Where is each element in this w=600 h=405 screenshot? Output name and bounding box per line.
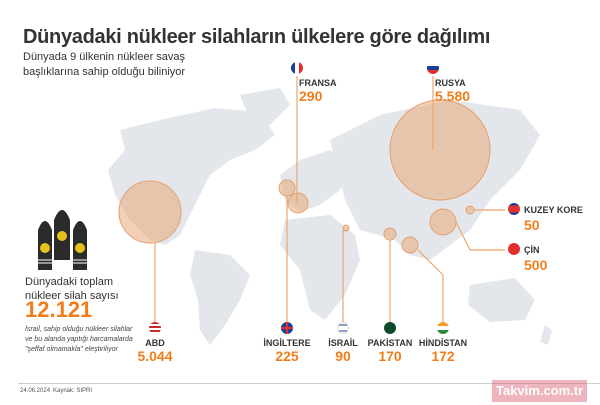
country-name: HİNDİSTAN [418, 338, 468, 348]
country-name: RUSYA [435, 78, 466, 88]
india-flag-icon [437, 322, 449, 334]
australia [468, 278, 535, 322]
bubble-russia [389, 99, 491, 201]
bubble-pakistan [383, 227, 397, 241]
page-title: Dünyadaki nükleer silahların ülkelere gö… [23, 26, 491, 48]
new-zealand [540, 325, 552, 345]
line-india-bend [417, 249, 444, 276]
south-america [190, 250, 250, 345]
footer-divider [18, 383, 600, 384]
usa-flag-icon [149, 322, 161, 334]
line-china [455, 221, 505, 251]
callout-france: FRANSA 290 [291, 62, 361, 104]
callout-uk: İNGİLTERE 225 [252, 322, 322, 364]
callout-usa: ABD 5.044 [120, 322, 190, 364]
bubble-north-korea [465, 205, 475, 215]
callout-china: ÇİN 500 [508, 243, 578, 273]
country-value: 5.044 [137, 348, 173, 364]
bubble-france [287, 192, 309, 214]
callout-russia: RUSYA 5.580 [427, 62, 497, 104]
country-name: PAKİSTAN [367, 338, 413, 348]
bubble-israel [342, 224, 350, 232]
bubble-uk [278, 179, 296, 197]
bubble-usa [118, 180, 182, 244]
country-value: 170 [378, 348, 402, 364]
footer-source: Kaynak: SIPRI [53, 388, 93, 394]
footer-date: 24.06.2024 [20, 388, 51, 394]
russia-flag-icon [427, 62, 439, 74]
callout-north-korea: KUZEY KORE 50 [508, 203, 588, 233]
country-value: 5.580 [435, 88, 471, 104]
callout-pakistan: PAKİSTAN 170 [355, 322, 425, 364]
country-value: 500 [524, 257, 548, 273]
north-korea-flag-icon [508, 203, 520, 215]
africa [280, 215, 360, 320]
country-value: 50 [524, 217, 540, 233]
uk-flag-icon [281, 322, 293, 334]
country-value: 225 [275, 348, 299, 364]
country-name: ÇİN [524, 245, 540, 255]
country-name: ABD [145, 338, 165, 348]
callout-india: HİNDİSTAN 172 [408, 322, 478, 364]
country-name: İSRAİL [328, 338, 358, 348]
israel-flag-icon [337, 322, 349, 334]
country-value: 290 [299, 88, 323, 104]
france-flag-icon [291, 62, 303, 74]
total-label: Dünyadaki toplam nükleer silah sayısı [25, 276, 119, 302]
greenland [240, 88, 290, 125]
country-value: 172 [431, 348, 455, 364]
subtitle: Dünyada 9 ülkenin nükleer savaş başlıkla… [23, 51, 186, 78]
pakistan-flag-icon [384, 322, 396, 334]
israel-note: İsrail, sahip olduğu nükleer silahlar ve… [25, 326, 133, 353]
country-name: İNGİLTERE [263, 338, 311, 348]
country-name: FRANSA [299, 78, 337, 88]
nuclear-missiles-icon [38, 210, 87, 270]
bubble-china [429, 208, 457, 236]
china-flag-icon [508, 243, 520, 255]
total-value: 12.121 [25, 297, 93, 322]
bubble-india [401, 236, 419, 254]
country-value: 90 [335, 348, 351, 364]
country-name: KUZEY KORE [524, 205, 583, 215]
watermark-logo: Takvim.com.tr [492, 380, 588, 402]
callout-israel: İSRAİL 90 [308, 322, 378, 364]
